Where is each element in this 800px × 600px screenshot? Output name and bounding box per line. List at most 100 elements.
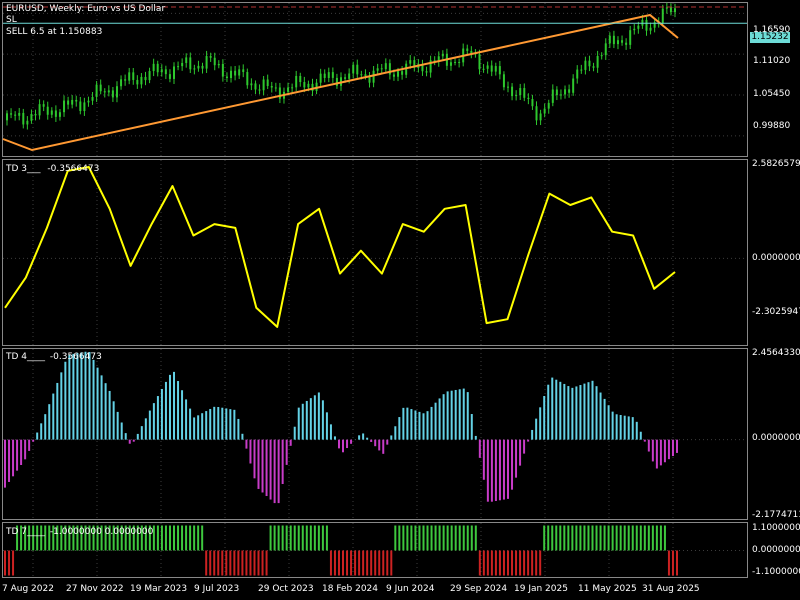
candle-body bbox=[209, 56, 212, 58]
candle-body bbox=[225, 76, 228, 79]
candle-body bbox=[551, 89, 554, 103]
price-tick-2: 1.11020 bbox=[753, 56, 791, 66]
candle-body bbox=[482, 68, 485, 70]
candle-body bbox=[401, 71, 404, 75]
candle-body bbox=[201, 65, 204, 69]
candle-body bbox=[217, 63, 220, 66]
candle-body bbox=[397, 71, 400, 77]
candle-body bbox=[63, 100, 66, 113]
candle-body bbox=[79, 101, 82, 112]
trendline bbox=[2, 13, 679, 152]
candle-body bbox=[38, 104, 41, 116]
candle-body bbox=[291, 87, 294, 89]
candle-body bbox=[160, 69, 163, 73]
td7-axis-max: 1.1000000 bbox=[752, 523, 800, 533]
candle-body bbox=[181, 62, 184, 67]
td7-axis-zero: 0.0000000 bbox=[752, 545, 800, 555]
candle-body bbox=[319, 73, 322, 83]
panel-borders bbox=[2, 2, 748, 578]
candle-body bbox=[168, 74, 171, 79]
candle-body bbox=[95, 84, 98, 97]
candle-body bbox=[58, 112, 61, 117]
current-price-tag: 1.15232 bbox=[750, 32, 790, 43]
td7-panel bbox=[3, 525, 747, 576]
candle-body bbox=[478, 54, 481, 70]
candle-body bbox=[498, 66, 501, 75]
td3-axis-max: 2.5826579 bbox=[752, 159, 800, 169]
candle-body bbox=[629, 30, 632, 45]
candle-body bbox=[425, 71, 428, 73]
candle-body bbox=[54, 110, 57, 117]
candle-body bbox=[144, 76, 147, 81]
candle-body bbox=[311, 83, 314, 91]
candle-body bbox=[164, 69, 167, 75]
candle-body bbox=[600, 55, 603, 57]
order-label: SELL 6.5 at 1.150883 bbox=[6, 27, 103, 37]
candle-body bbox=[344, 77, 347, 79]
td3-axis-min: -2.3025947 bbox=[752, 307, 800, 317]
sl-label: SL bbox=[6, 15, 17, 25]
candle-body bbox=[596, 55, 599, 68]
td7-panel-border bbox=[2, 522, 748, 578]
candle-body bbox=[111, 90, 114, 98]
x-tick-7: 9 Jun 2024 bbox=[386, 584, 435, 594]
candle-body bbox=[380, 68, 383, 70]
candle-body bbox=[230, 70, 233, 79]
candle-body bbox=[331, 72, 334, 78]
candle-body bbox=[140, 76, 143, 85]
candle-body bbox=[535, 106, 538, 121]
candle-body bbox=[458, 61, 461, 63]
candle-body bbox=[30, 113, 33, 121]
candle-body bbox=[307, 83, 310, 88]
td3-axis-zero: 0.0000000 bbox=[752, 253, 800, 263]
candle-body bbox=[494, 66, 497, 72]
price-tick-4: 0.99880 bbox=[753, 121, 791, 131]
candle-body bbox=[637, 25, 640, 29]
candle-body bbox=[519, 88, 522, 96]
candle-body bbox=[315, 82, 318, 91]
candle-body bbox=[625, 42, 628, 45]
candle-body bbox=[372, 70, 375, 83]
candle-body bbox=[156, 63, 159, 73]
candle-body bbox=[384, 63, 387, 70]
candle-body bbox=[83, 102, 86, 112]
candle-body bbox=[564, 89, 567, 95]
chart-title: EURUSD, Weekly: Euro vs US Dollar bbox=[6, 4, 166, 14]
candle-body bbox=[87, 100, 90, 103]
x-tick-10: 11 May 2025 bbox=[578, 584, 637, 594]
x-tick-6: 18 Feb 2024 bbox=[322, 584, 379, 594]
candle-body bbox=[173, 66, 175, 79]
price-panel bbox=[2, 2, 747, 152]
td4-name: TD 4____ bbox=[6, 352, 46, 362]
candle-body bbox=[152, 63, 155, 72]
candle-body bbox=[527, 97, 530, 100]
td3-name: TD 3___ bbox=[6, 164, 41, 174]
candle-body bbox=[612, 35, 615, 45]
candle-body bbox=[360, 74, 363, 76]
td4-panel-border bbox=[2, 348, 748, 520]
candle-body bbox=[568, 89, 571, 93]
candle-body bbox=[356, 64, 359, 75]
candle-body bbox=[531, 99, 534, 107]
candle-body bbox=[323, 73, 326, 78]
candle-body bbox=[449, 62, 452, 66]
price-tick-1: 1.16590 bbox=[753, 25, 791, 35]
td3-panel-border bbox=[2, 159, 748, 346]
td4-axis-min: -2.1774711 bbox=[752, 510, 800, 520]
candle-body bbox=[91, 96, 94, 101]
candle-body bbox=[441, 53, 444, 57]
candle-body bbox=[559, 94, 562, 96]
td7-name: TD 7____ bbox=[6, 527, 46, 537]
td4-label: TD 4____ -0.3566473 bbox=[6, 352, 102, 362]
candle-body bbox=[221, 63, 224, 77]
candle-body bbox=[107, 90, 110, 93]
candle-body bbox=[42, 104, 45, 107]
candle-body bbox=[645, 19, 648, 31]
candle-body bbox=[136, 79, 139, 85]
candle-body bbox=[189, 57, 192, 70]
candle-body bbox=[409, 60, 412, 64]
candle-body bbox=[621, 40, 624, 43]
candle-body bbox=[376, 68, 379, 71]
candle-body bbox=[674, 8, 676, 13]
candle-body bbox=[502, 74, 505, 88]
